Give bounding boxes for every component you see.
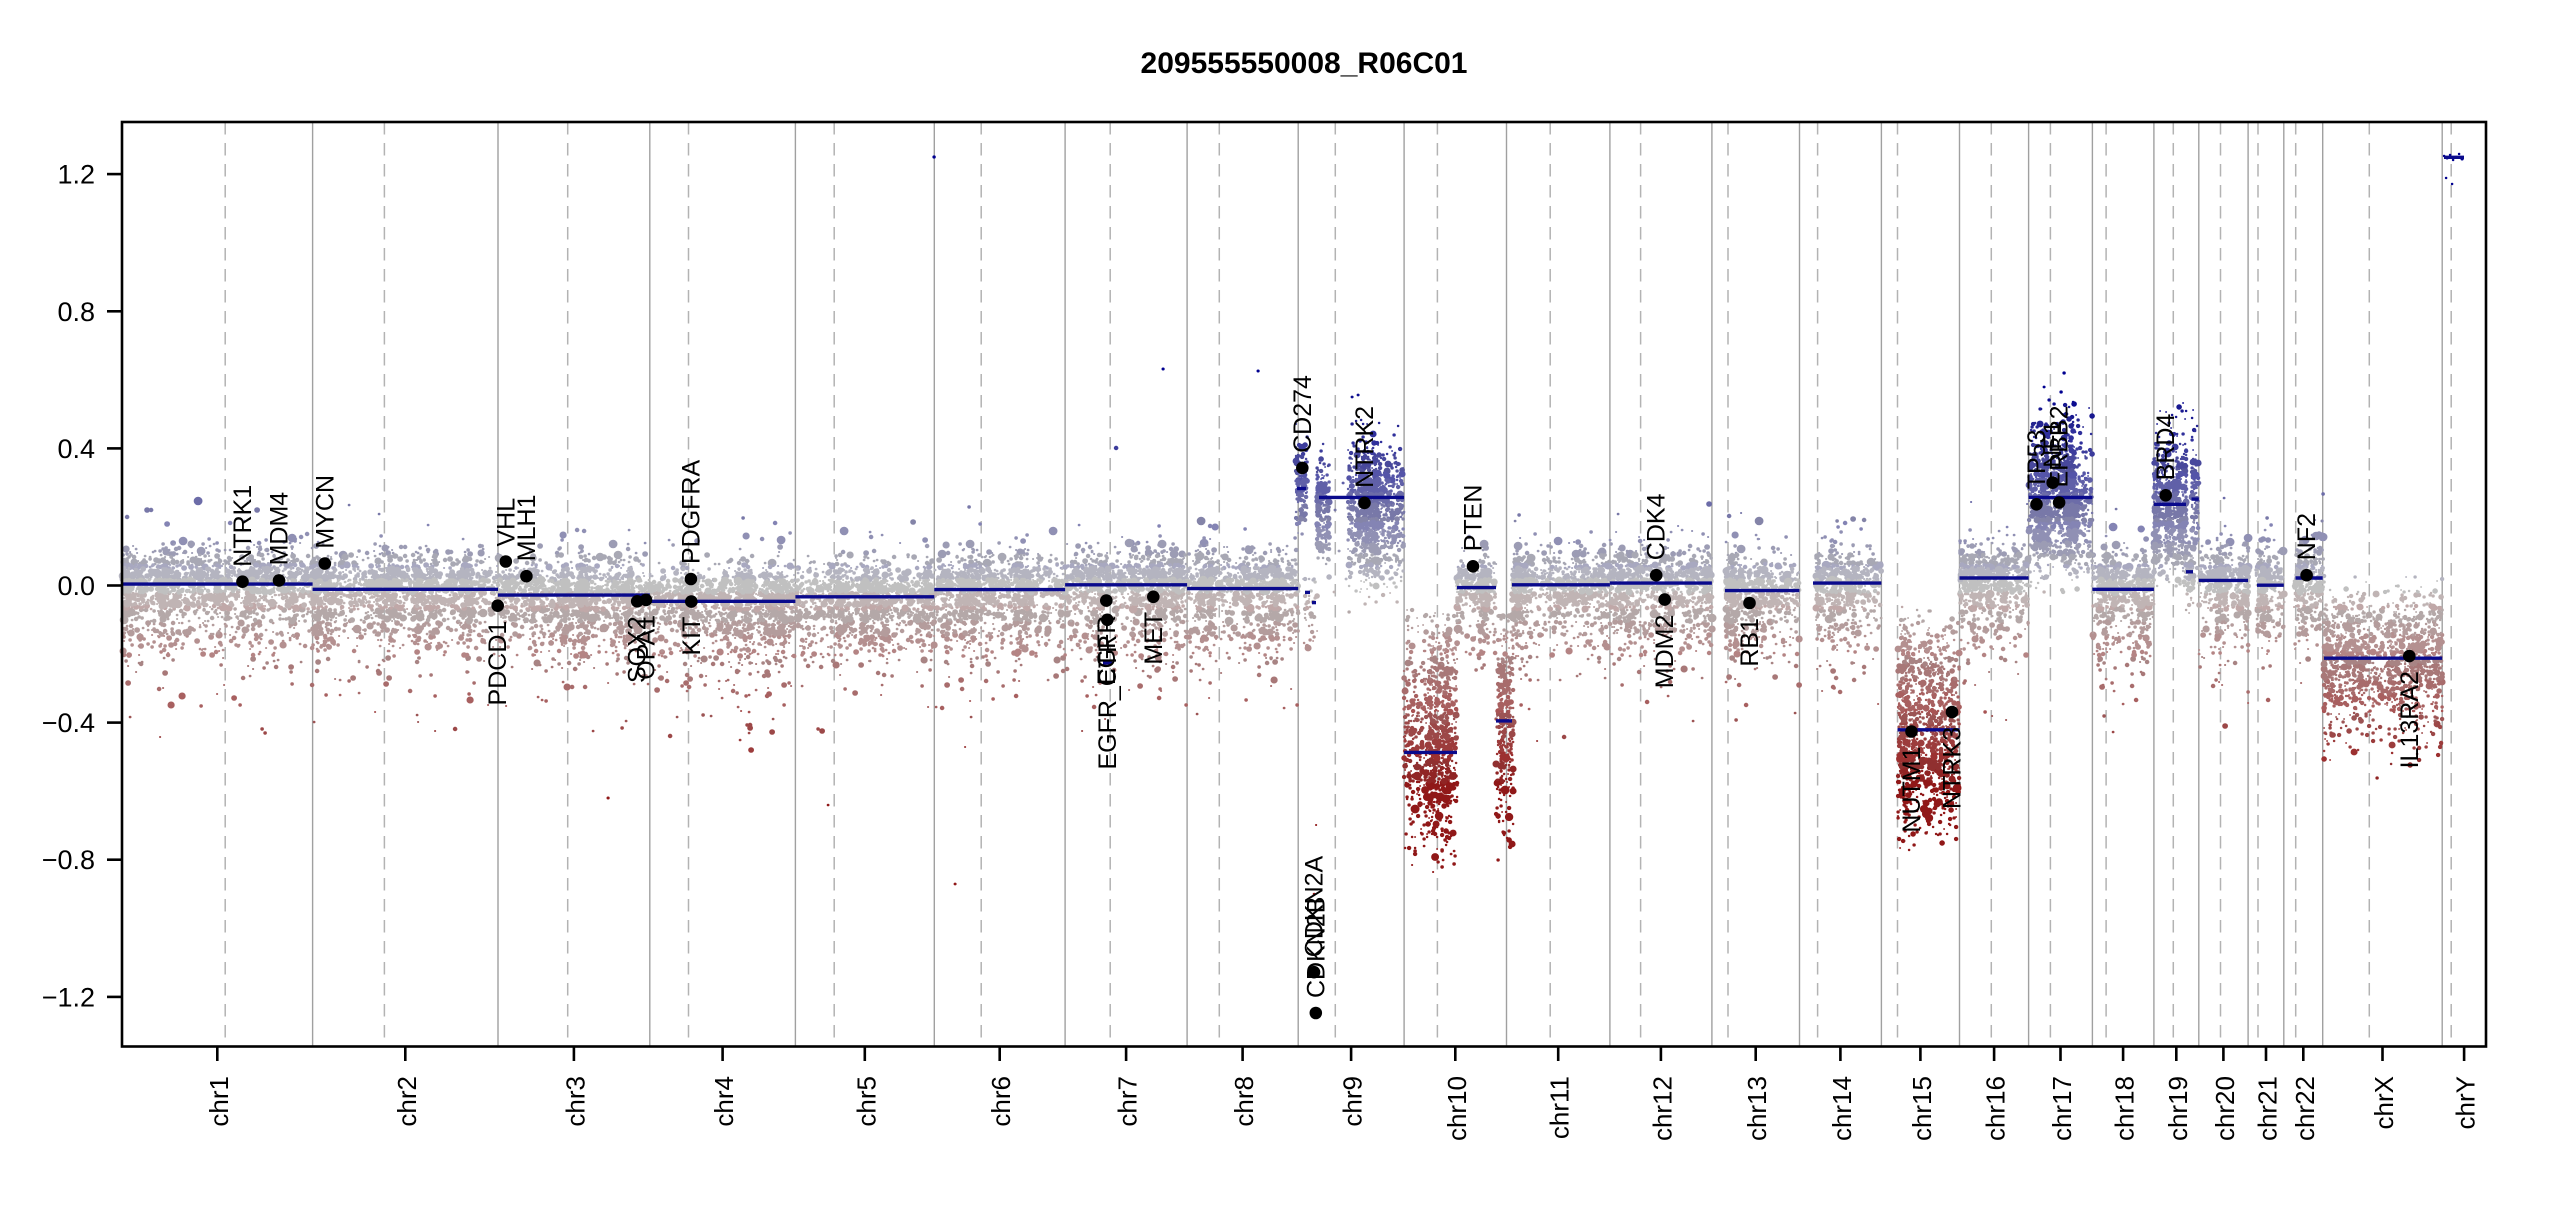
svg-text:NTRK3: NTRK3 bbox=[1939, 727, 1967, 809]
svg-text:chr1: chr1 bbox=[204, 1076, 234, 1127]
svg-text:chr12: chr12 bbox=[1647, 1076, 1677, 1141]
svg-text:PDCD1: PDCD1 bbox=[484, 621, 512, 706]
svg-text:chrX: chrX bbox=[2369, 1076, 2399, 1129]
svg-text:RB1: RB1 bbox=[1736, 618, 1764, 667]
svg-text:MLH1: MLH1 bbox=[513, 495, 541, 562]
svg-text:BRD4: BRD4 bbox=[2152, 414, 2180, 481]
svg-text:chrY: chrY bbox=[2451, 1076, 2481, 1129]
svg-text:MET: MET bbox=[1140, 612, 1168, 665]
svg-text:EGFR_CTR: EGFR_CTR bbox=[1094, 635, 1122, 770]
svg-text:chr7: chr7 bbox=[1113, 1076, 1143, 1127]
svg-text:chr21: chr21 bbox=[2253, 1076, 2283, 1141]
svg-text:chr13: chr13 bbox=[1742, 1076, 1772, 1141]
svg-text:MDM2: MDM2 bbox=[1651, 615, 1679, 689]
svg-text:chr10: chr10 bbox=[1442, 1076, 1472, 1141]
svg-text:VHL: VHL bbox=[492, 498, 520, 547]
svg-text:−0.8: −0.8 bbox=[42, 845, 95, 875]
svg-text:NUTM1: NUTM1 bbox=[1898, 747, 1926, 833]
svg-text:chr2: chr2 bbox=[392, 1076, 422, 1127]
svg-text:chr17: chr17 bbox=[2047, 1076, 2077, 1141]
svg-text:NTRK2: NTRK2 bbox=[1351, 406, 1379, 488]
svg-text:OPA1: OPA1 bbox=[633, 615, 661, 680]
svg-text:chr20: chr20 bbox=[2210, 1076, 2240, 1141]
svg-text:CDKN2A: CDKN2A bbox=[1301, 855, 1329, 957]
svg-text:chr18: chr18 bbox=[2110, 1076, 2140, 1141]
svg-text:CD274: CD274 bbox=[1289, 375, 1317, 453]
svg-text:chr19: chr19 bbox=[2163, 1076, 2193, 1141]
svg-text:0.4: 0.4 bbox=[57, 434, 95, 464]
svg-text:KIT: KIT bbox=[678, 617, 706, 656]
svg-text:EGFR: EGFR bbox=[1093, 616, 1121, 685]
svg-text:chr15: chr15 bbox=[1907, 1076, 1937, 1141]
svg-text:MDM4: MDM4 bbox=[266, 492, 294, 566]
svg-text:SOX2: SOX2 bbox=[624, 616, 652, 683]
svg-text:ERBB2: ERBB2 bbox=[2046, 406, 2074, 488]
svg-text:chr14: chr14 bbox=[1827, 1076, 1857, 1141]
svg-text:chr5: chr5 bbox=[851, 1076, 881, 1127]
svg-text:chr6: chr6 bbox=[986, 1076, 1016, 1127]
svg-text:NF2: NF2 bbox=[2293, 513, 2321, 560]
svg-text:−0.4: −0.4 bbox=[42, 708, 95, 738]
svg-text:chr8: chr8 bbox=[1229, 1076, 1259, 1127]
svg-text:CDKN2B: CDKN2B bbox=[1302, 897, 1330, 998]
svg-text:−1.2: −1.2 bbox=[42, 982, 95, 1012]
svg-text:209555550008_R06C01: 209555550008_R06C01 bbox=[1141, 47, 1468, 80]
svg-text:0.8: 0.8 bbox=[57, 297, 95, 327]
svg-text:TP53: TP53 bbox=[2023, 430, 2051, 490]
svg-text:chr11: chr11 bbox=[1545, 1076, 1575, 1139]
svg-text:PDGFRA: PDGFRA bbox=[677, 460, 705, 565]
svg-text:CDK4: CDK4 bbox=[1643, 493, 1671, 560]
svg-text:1.2: 1.2 bbox=[57, 160, 95, 190]
svg-text:NF1: NF1 bbox=[2039, 420, 2067, 467]
svg-text:IL13RA2: IL13RA2 bbox=[2396, 671, 2424, 768]
svg-text:chr4: chr4 bbox=[709, 1076, 739, 1127]
svg-text:MYCN: MYCN bbox=[311, 475, 339, 549]
svg-text:PTEN: PTEN bbox=[1460, 485, 1488, 552]
svg-text:NTRK1: NTRK1 bbox=[229, 485, 257, 567]
svg-text:0.0: 0.0 bbox=[57, 571, 95, 601]
svg-text:chr9: chr9 bbox=[1338, 1076, 1368, 1127]
svg-text:chr3: chr3 bbox=[560, 1076, 590, 1127]
svg-text:chr22: chr22 bbox=[2290, 1076, 2320, 1141]
svg-text:chr16: chr16 bbox=[1981, 1076, 2011, 1141]
